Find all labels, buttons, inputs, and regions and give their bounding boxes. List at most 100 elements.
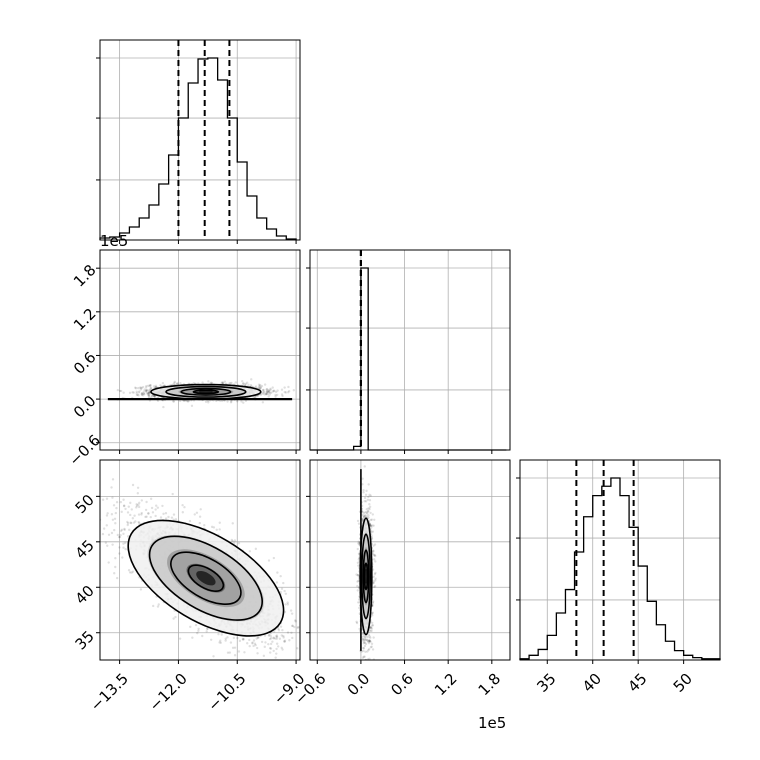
contour-line xyxy=(180,387,232,396)
sample-point xyxy=(147,384,150,388)
sample-point xyxy=(149,384,152,387)
sample-point xyxy=(145,392,149,395)
sample-point xyxy=(269,642,273,646)
sample-point xyxy=(258,385,261,388)
sample-point xyxy=(292,389,296,392)
sample-point xyxy=(124,507,127,511)
sample-point xyxy=(262,392,265,395)
x-tick-label: 45 xyxy=(624,670,650,696)
sample-point xyxy=(233,646,237,649)
sample-point xyxy=(140,511,143,515)
sample-point xyxy=(267,395,270,398)
sample-point xyxy=(163,384,166,387)
sample-point xyxy=(268,390,271,393)
sample-point xyxy=(287,385,290,389)
sample-point xyxy=(173,381,176,384)
sample-point xyxy=(263,634,267,637)
sample-point xyxy=(153,394,156,398)
sample-point xyxy=(253,642,257,645)
sample-point xyxy=(268,637,272,641)
sample-point xyxy=(203,524,206,527)
sample-point xyxy=(279,574,282,578)
sample-point xyxy=(135,390,138,393)
sample-point xyxy=(272,556,276,560)
sample-point xyxy=(139,386,143,389)
sample-point xyxy=(231,522,234,525)
sample-point xyxy=(268,651,272,654)
sample-point xyxy=(149,387,152,390)
sample-point xyxy=(120,510,123,514)
sample-point xyxy=(123,527,126,531)
sample-point xyxy=(262,388,265,392)
sample-point xyxy=(118,535,122,539)
sample-point xyxy=(267,642,270,646)
sample-point xyxy=(110,531,114,535)
sample-point xyxy=(281,648,284,651)
sample-point xyxy=(280,393,284,396)
sample-point xyxy=(130,508,133,511)
sample-point xyxy=(113,528,116,532)
sample-point xyxy=(280,587,284,590)
sample-point xyxy=(261,401,265,404)
sample-point xyxy=(181,503,184,507)
sample-point xyxy=(220,633,223,636)
sample-point xyxy=(121,556,124,559)
sample-point xyxy=(141,394,145,397)
sample-point xyxy=(218,528,221,531)
sample-point xyxy=(262,388,265,392)
sample-point xyxy=(293,625,296,629)
sample-point xyxy=(147,391,151,394)
sample-point xyxy=(197,627,200,630)
sample-point xyxy=(275,647,278,651)
sample-point xyxy=(230,381,233,385)
sample-point xyxy=(237,542,241,545)
sample-point xyxy=(272,389,275,392)
sample-point xyxy=(268,393,271,396)
sample-point xyxy=(122,504,126,508)
sample-point xyxy=(282,636,285,639)
sample-point xyxy=(276,678,278,680)
sample-point xyxy=(272,661,274,663)
sample-point xyxy=(267,559,271,562)
sample-point xyxy=(276,393,279,397)
sample-point xyxy=(137,513,141,516)
sample-point xyxy=(122,542,125,545)
sample-point xyxy=(149,515,152,519)
sample-point xyxy=(164,512,168,515)
sample-point xyxy=(223,380,227,383)
sample-point xyxy=(111,478,115,481)
sample-point xyxy=(126,520,129,524)
sample-point xyxy=(198,515,202,518)
sample-point xyxy=(138,521,141,525)
sample-point xyxy=(126,511,130,514)
sample-point xyxy=(147,392,150,395)
sample-point xyxy=(241,638,245,641)
sample-point xyxy=(300,663,302,665)
sample-point xyxy=(172,400,176,403)
sample-point xyxy=(318,637,320,639)
sample-point xyxy=(129,521,132,524)
sample-point xyxy=(286,603,290,606)
sample-point xyxy=(254,547,258,551)
sample-point xyxy=(242,638,245,641)
sample-point xyxy=(162,405,165,409)
sample-point xyxy=(195,511,199,514)
sample-point xyxy=(106,544,109,547)
sample-point xyxy=(230,400,233,403)
sample-point xyxy=(246,642,249,645)
sample-point xyxy=(151,511,155,514)
sample-point xyxy=(210,525,214,529)
sample-point xyxy=(130,571,133,574)
sample-point xyxy=(226,636,229,639)
sample-point xyxy=(131,517,135,520)
sample-point xyxy=(242,401,245,404)
sample-point xyxy=(210,381,213,384)
sample-point xyxy=(117,535,121,539)
sample-point xyxy=(110,486,113,489)
sample-point xyxy=(266,392,269,396)
sample-point xyxy=(116,533,120,537)
axes-frame xyxy=(99,249,301,451)
sample-point xyxy=(265,391,268,394)
sample-point xyxy=(192,381,195,385)
